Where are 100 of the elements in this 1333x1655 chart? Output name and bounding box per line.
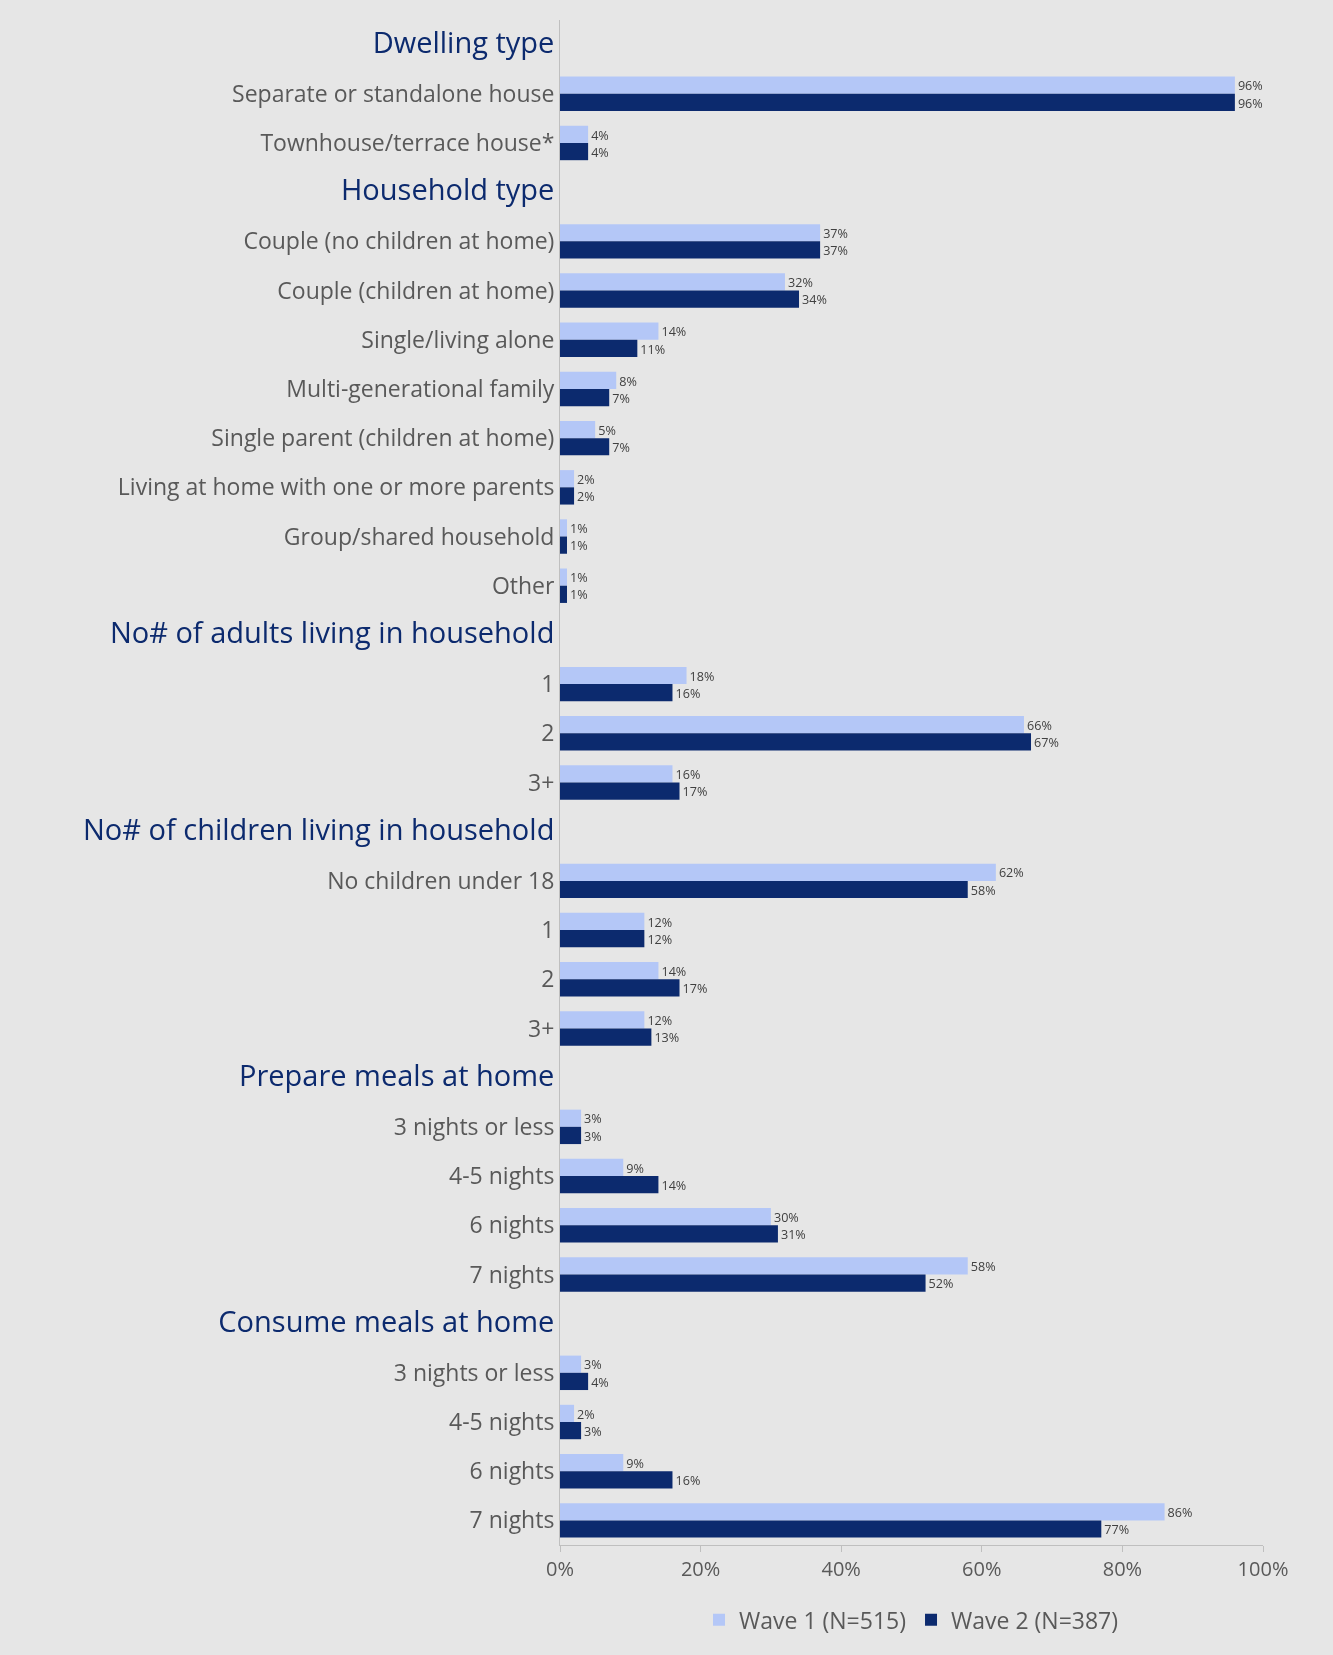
- data-label: 86%: [1167, 1503, 1193, 1521]
- y-tick-label: Group/shared household: [283, 519, 555, 552]
- y-tick-label: Consume meals at home: [218, 1300, 555, 1340]
- x-tick-label: 80%: [1102, 1555, 1143, 1582]
- data-label: 14%: [661, 323, 687, 341]
- data-label: 11%: [640, 340, 666, 358]
- data-label: 14%: [661, 1176, 687, 1194]
- y-tick-label: 3+: [528, 1011, 555, 1044]
- x-tick-label: 100%: [1237, 1555, 1289, 1582]
- bar: [560, 339, 638, 357]
- data-label: 16%: [675, 1471, 701, 1489]
- y-tick-label: No# of adults living in household: [109, 611, 555, 651]
- bar: [560, 536, 568, 554]
- data-label: 13%: [654, 1029, 680, 1047]
- bar: [560, 1453, 624, 1472]
- y-tick-label: Couple (children at home): [277, 273, 555, 306]
- data-label: 30%: [773, 1208, 799, 1226]
- bar: [560, 880, 968, 899]
- data-label: 8%: [619, 372, 637, 390]
- bar: [560, 666, 687, 685]
- legend-label: Wave 2 (N=387): [951, 1603, 1119, 1636]
- data-label: 2%: [577, 1405, 595, 1423]
- bar: [560, 1520, 1102, 1538]
- bar: [560, 1503, 1165, 1521]
- y-tick-label: 6 nights: [469, 1208, 555, 1241]
- bar: [560, 519, 568, 537]
- data-label: 17%: [682, 980, 708, 998]
- y-tick-label: 4-5 nights: [449, 1159, 555, 1192]
- bar: [560, 125, 589, 143]
- bar: [560, 1422, 582, 1440]
- bar: [560, 322, 659, 340]
- data-label: 3%: [584, 1110, 602, 1128]
- bar: [560, 962, 659, 980]
- bar: [560, 1257, 968, 1275]
- x-tick-label: 0%: [546, 1555, 574, 1582]
- y-tick-label: 7 nights: [469, 1257, 555, 1290]
- data-label: 4%: [591, 143, 609, 161]
- y-tick-label: Separate or standalone house: [232, 76, 555, 109]
- bar: [560, 1158, 624, 1177]
- data-label: 12%: [647, 1012, 673, 1030]
- data-label: 7%: [612, 389, 630, 407]
- bar: [560, 684, 673, 702]
- data-label: 32%: [787, 274, 813, 292]
- bar: [560, 930, 645, 948]
- data-label: 12%: [647, 930, 673, 948]
- data-label: 12%: [647, 913, 673, 931]
- y-tick-label: Living at home with one or more parents: [117, 470, 555, 503]
- bar: [560, 1028, 652, 1046]
- bar: [560, 420, 596, 439]
- bar: [560, 1176, 659, 1194]
- bar: [560, 487, 575, 505]
- y-tick-label: 3 nights or less: [393, 1355, 555, 1388]
- bar: [560, 273, 785, 291]
- y-tick-label: Dwelling type: [372, 21, 555, 61]
- data-label: 5%: [598, 421, 616, 439]
- data-label: 62%: [998, 864, 1024, 882]
- bar: [560, 1208, 771, 1226]
- data-label: 52%: [928, 1275, 954, 1293]
- bar: [560, 782, 680, 800]
- data-label: 1%: [570, 520, 588, 538]
- y-tick-label: Townhouse/terrace house*: [260, 126, 555, 159]
- bar: [560, 438, 610, 456]
- bar: [560, 224, 821, 242]
- bar: [560, 1011, 645, 1029]
- data-label: 1%: [570, 537, 588, 555]
- bar: [560, 1404, 575, 1423]
- data-label: 58%: [970, 1258, 996, 1275]
- bar: [560, 76, 1235, 94]
- bar: [560, 93, 1235, 112]
- data-label: 9%: [626, 1159, 644, 1177]
- y-tick-label: 7 nights: [469, 1503, 555, 1536]
- bar: [560, 733, 1032, 751]
- y-tick-label: Other: [491, 568, 555, 601]
- y-tick-label: Prepare meals at home: [239, 1054, 555, 1094]
- data-label: 66%: [1027, 716, 1052, 734]
- data-label: 17%: [682, 783, 708, 801]
- x-tick-label: 40%: [821, 1555, 861, 1582]
- data-label: 3%: [584, 1356, 602, 1374]
- bar: [560, 290, 800, 308]
- legend-label: Wave 1 (N=515): [739, 1603, 907, 1636]
- data-label: 4%: [591, 1373, 609, 1391]
- bar: [560, 568, 568, 586]
- x-tick-label: 60%: [962, 1555, 1002, 1582]
- y-tick-label: 1: [541, 667, 555, 700]
- data-label: 14%: [661, 962, 687, 980]
- y-tick-label: Single/living alone: [361, 322, 555, 355]
- y-tick-label: 1: [541, 913, 555, 946]
- bar: [560, 1109, 582, 1127]
- data-label: 31%: [780, 1226, 806, 1244]
- bar: [560, 1225, 778, 1243]
- data-label: 18%: [689, 667, 715, 685]
- data-label: 16%: [675, 684, 701, 702]
- y-tick-label: Household type: [340, 169, 555, 209]
- y-tick-label: No# of children living in household: [83, 808, 555, 848]
- data-label: 37%: [823, 242, 848, 260]
- y-tick-label: Multi-generational family: [286, 372, 555, 404]
- y-tick-label: 2: [541, 716, 555, 749]
- data-label: 96%: [1237, 77, 1263, 95]
- data-label: 37%: [823, 224, 848, 242]
- y-tick-label: Single parent (children at home): [211, 421, 555, 454]
